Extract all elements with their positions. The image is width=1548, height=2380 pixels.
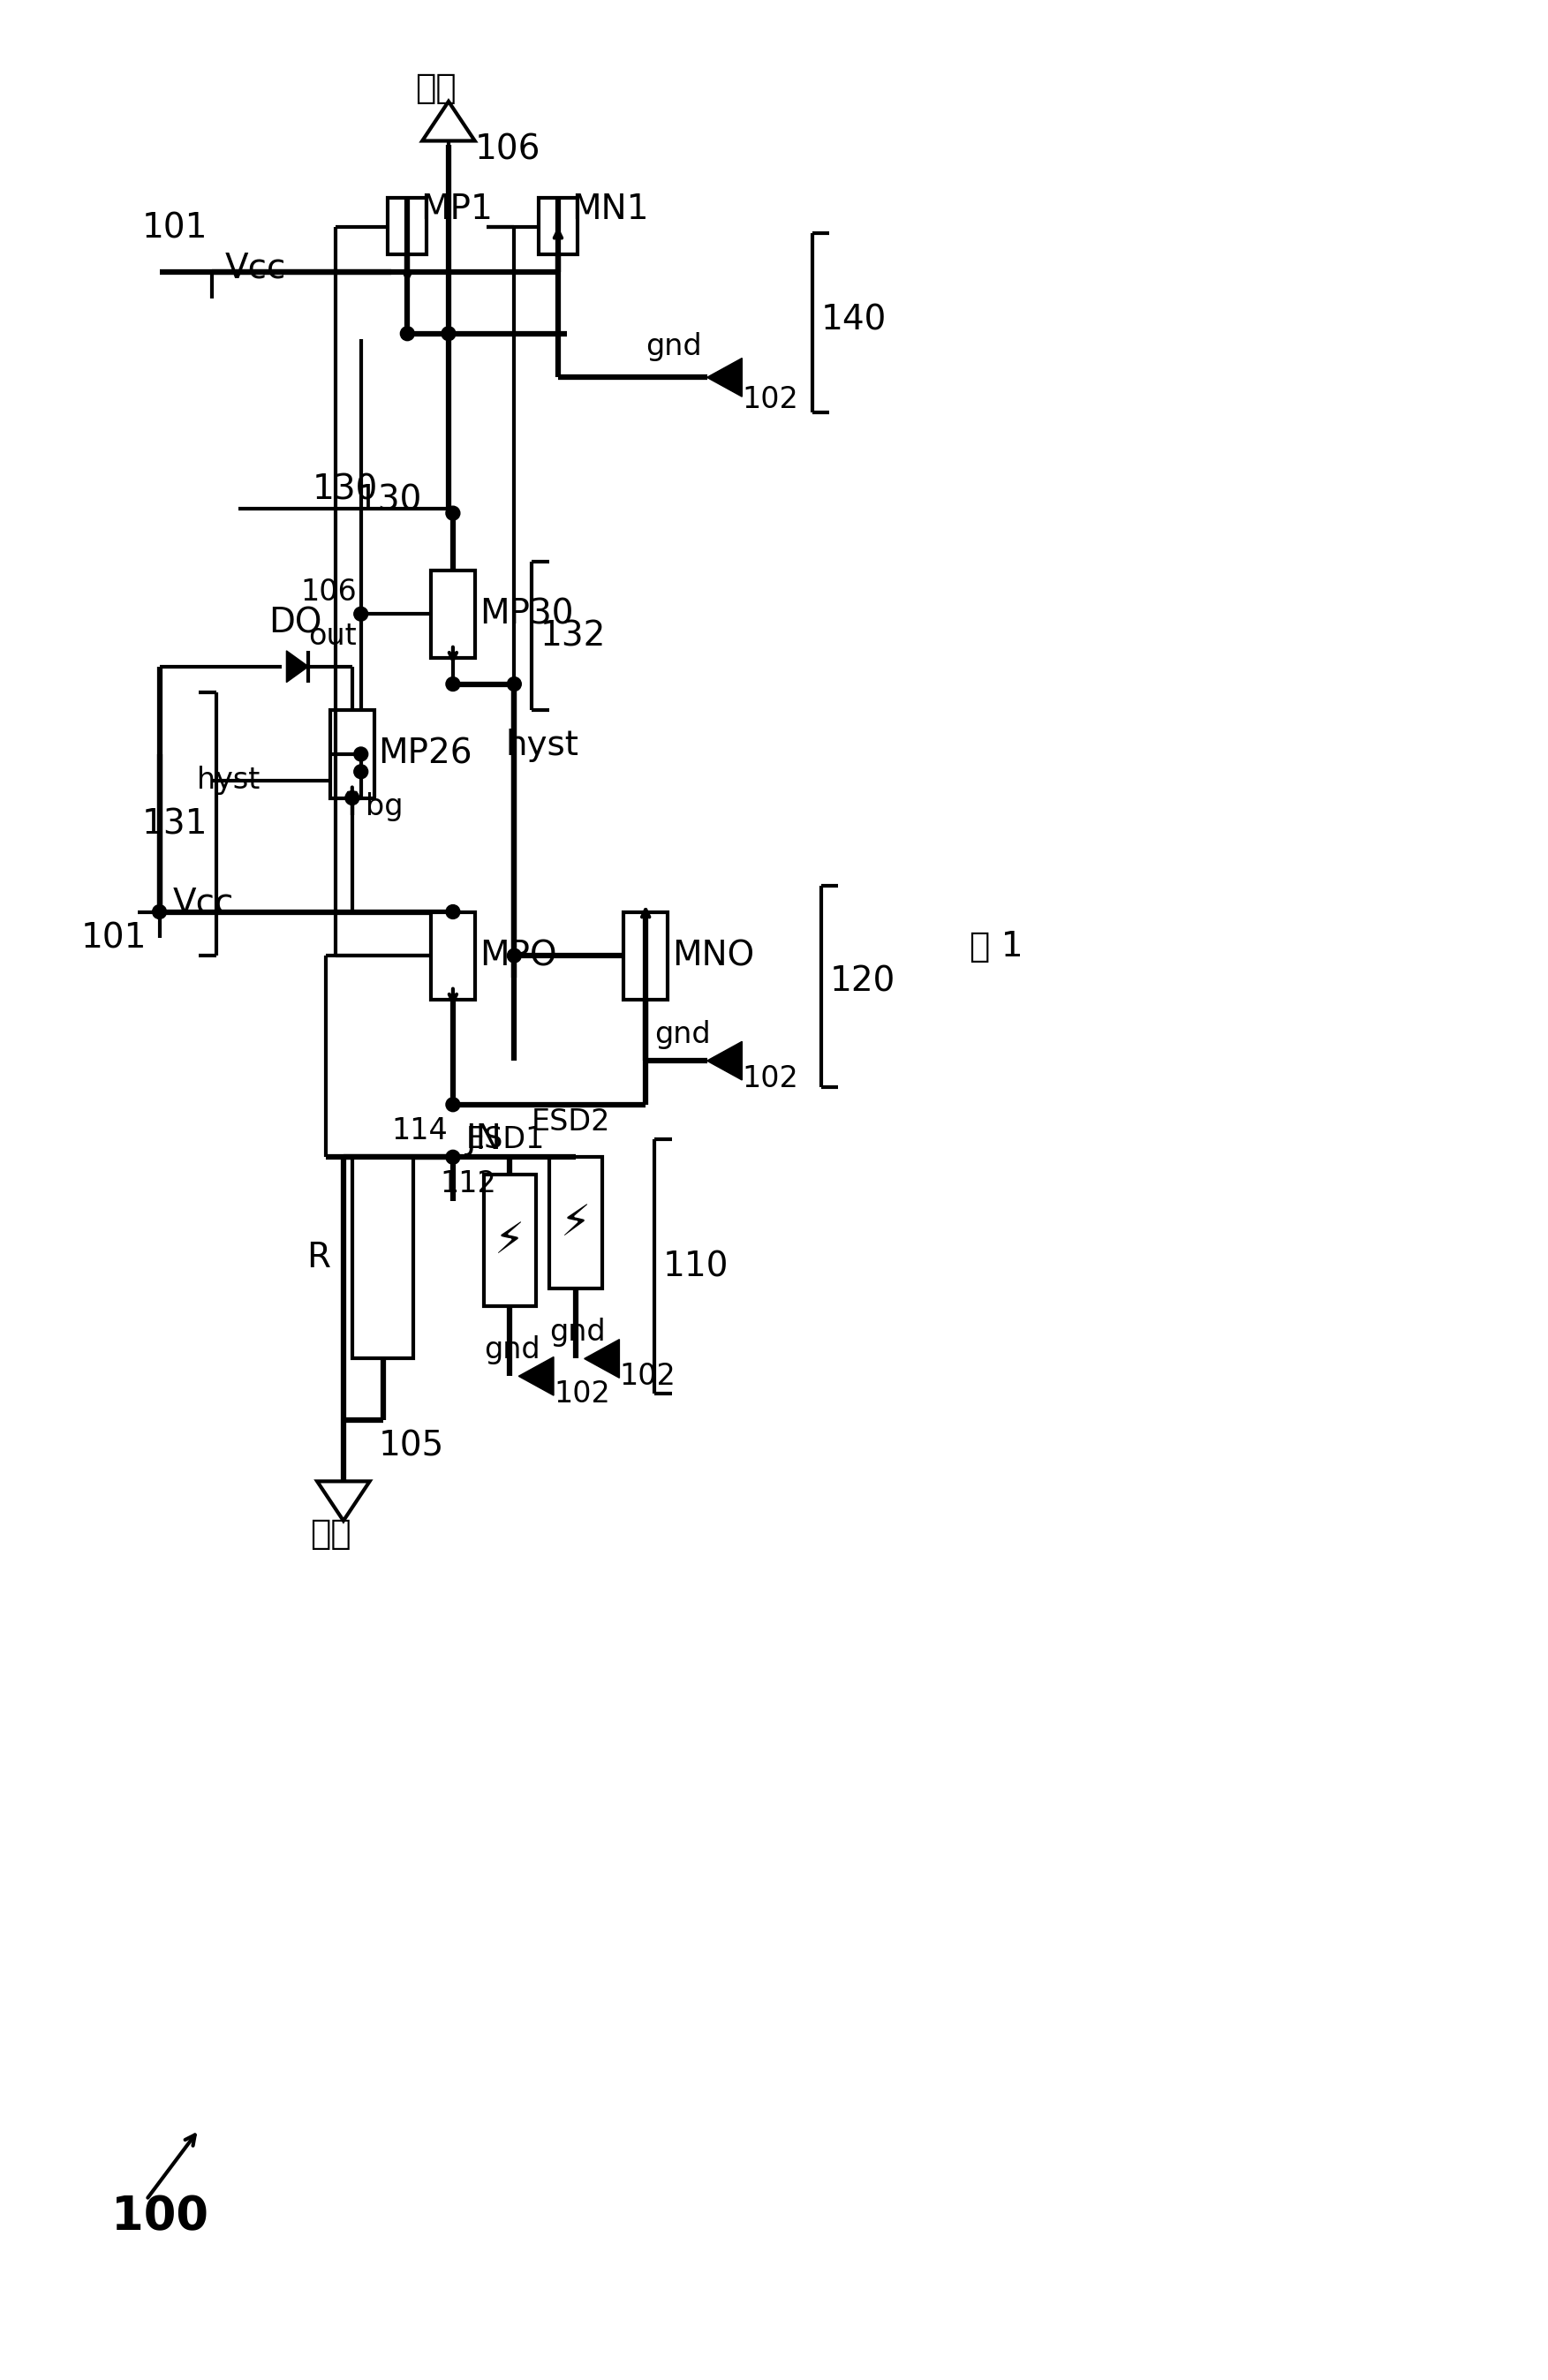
Text: DO: DO: [269, 607, 322, 640]
Polygon shape: [317, 1480, 370, 1521]
Text: 102: 102: [554, 1378, 610, 1409]
Text: MP1: MP1: [421, 193, 492, 226]
Text: 106: 106: [300, 578, 356, 607]
Text: gnd: gnd: [483, 1335, 540, 1364]
Text: 输出: 输出: [415, 71, 457, 105]
FancyBboxPatch shape: [389, 198, 427, 255]
Circle shape: [401, 326, 415, 340]
Text: 101: 101: [80, 921, 147, 954]
Text: MP26: MP26: [378, 738, 472, 771]
FancyBboxPatch shape: [330, 709, 375, 797]
Circle shape: [354, 764, 368, 778]
Text: 102: 102: [619, 1361, 676, 1390]
Circle shape: [345, 790, 359, 804]
Text: gnd: gnd: [646, 333, 701, 362]
Text: 114: 114: [392, 1116, 447, 1145]
Circle shape: [446, 904, 460, 919]
Text: hyst: hyst: [197, 766, 260, 795]
Circle shape: [446, 1150, 460, 1164]
Circle shape: [354, 747, 368, 762]
FancyBboxPatch shape: [353, 1157, 413, 1359]
Text: ⚡: ⚡: [495, 1219, 525, 1261]
Circle shape: [446, 676, 460, 690]
Text: MN1: MN1: [571, 193, 649, 226]
Text: 140: 140: [820, 305, 887, 338]
Text: 110: 110: [663, 1250, 729, 1283]
Text: ESD2: ESD2: [531, 1107, 611, 1138]
Text: 102: 102: [741, 386, 799, 414]
Text: 112: 112: [440, 1169, 497, 1197]
Polygon shape: [707, 357, 741, 397]
Text: MP30: MP30: [480, 597, 573, 631]
Polygon shape: [423, 102, 475, 140]
Text: Vcc: Vcc: [224, 252, 286, 286]
Text: 131: 131: [142, 807, 207, 840]
Polygon shape: [584, 1340, 619, 1378]
FancyBboxPatch shape: [430, 571, 475, 657]
FancyBboxPatch shape: [624, 912, 667, 1000]
Text: ESD1: ESD1: [466, 1126, 545, 1154]
Text: 图 1: 图 1: [969, 931, 1023, 964]
FancyBboxPatch shape: [483, 1176, 536, 1307]
Circle shape: [446, 1097, 460, 1111]
Text: 102: 102: [741, 1064, 799, 1092]
Text: ⚡: ⚡: [560, 1202, 591, 1245]
Text: 100: 100: [111, 2194, 209, 2240]
Text: 105: 105: [378, 1430, 444, 1464]
Text: JN: JN: [466, 1123, 502, 1157]
Text: 120: 120: [830, 966, 895, 1000]
Text: gnd: gnd: [655, 1021, 711, 1050]
FancyBboxPatch shape: [430, 912, 475, 1000]
Text: hyst: hyst: [506, 728, 579, 762]
Text: 132: 132: [540, 619, 607, 652]
Text: MPO: MPO: [480, 938, 556, 973]
Text: 输入: 输入: [310, 1516, 351, 1552]
Text: Vcc: Vcc: [172, 885, 234, 919]
Text: R: R: [307, 1240, 330, 1276]
Circle shape: [508, 676, 522, 690]
FancyBboxPatch shape: [539, 198, 577, 255]
Circle shape: [152, 904, 167, 919]
Circle shape: [441, 326, 455, 340]
Text: 106: 106: [475, 133, 540, 167]
Text: bg: bg: [365, 793, 402, 821]
Text: MNO: MNO: [672, 938, 754, 973]
Polygon shape: [519, 1357, 554, 1395]
Text: 130: 130: [356, 483, 423, 516]
Circle shape: [354, 607, 368, 621]
Text: 130: 130: [313, 474, 378, 507]
Circle shape: [446, 507, 460, 521]
Text: 101: 101: [142, 212, 207, 245]
Circle shape: [508, 950, 522, 962]
Polygon shape: [286, 650, 308, 683]
Text: out: out: [308, 621, 356, 650]
Polygon shape: [707, 1042, 741, 1081]
FancyBboxPatch shape: [550, 1157, 602, 1288]
Text: gnd: gnd: [550, 1319, 605, 1347]
